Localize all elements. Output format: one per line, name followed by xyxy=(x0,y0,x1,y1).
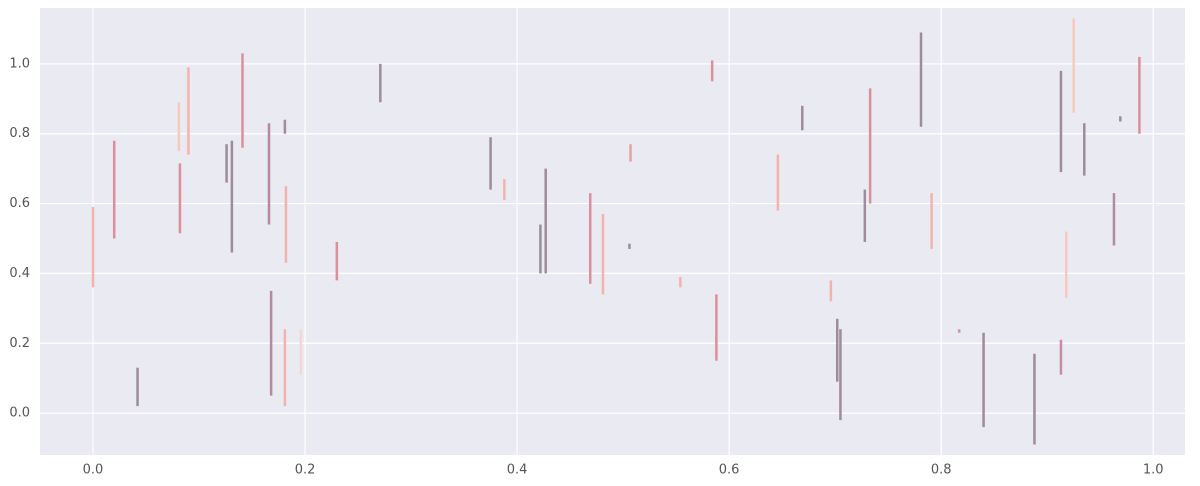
y-tick-label: 0.8 xyxy=(9,126,30,141)
y-tick-label: 0.4 xyxy=(9,266,30,281)
x-tick-label: 1.0 xyxy=(1143,463,1164,478)
y-tick-label: 1.0 xyxy=(9,56,30,71)
x-tick-label: 0.2 xyxy=(295,463,316,478)
plot-area xyxy=(40,8,1185,455)
y-tick-label: 0.6 xyxy=(9,196,30,211)
y-tick-label: 0.2 xyxy=(9,336,30,351)
x-tick-label: 0.0 xyxy=(83,463,104,478)
x-tick-label: 0.4 xyxy=(507,463,528,478)
x-tick-label: 0.8 xyxy=(931,463,952,478)
y-tick-label: 0.0 xyxy=(9,406,30,421)
x-tick-label: 0.6 xyxy=(719,463,740,478)
